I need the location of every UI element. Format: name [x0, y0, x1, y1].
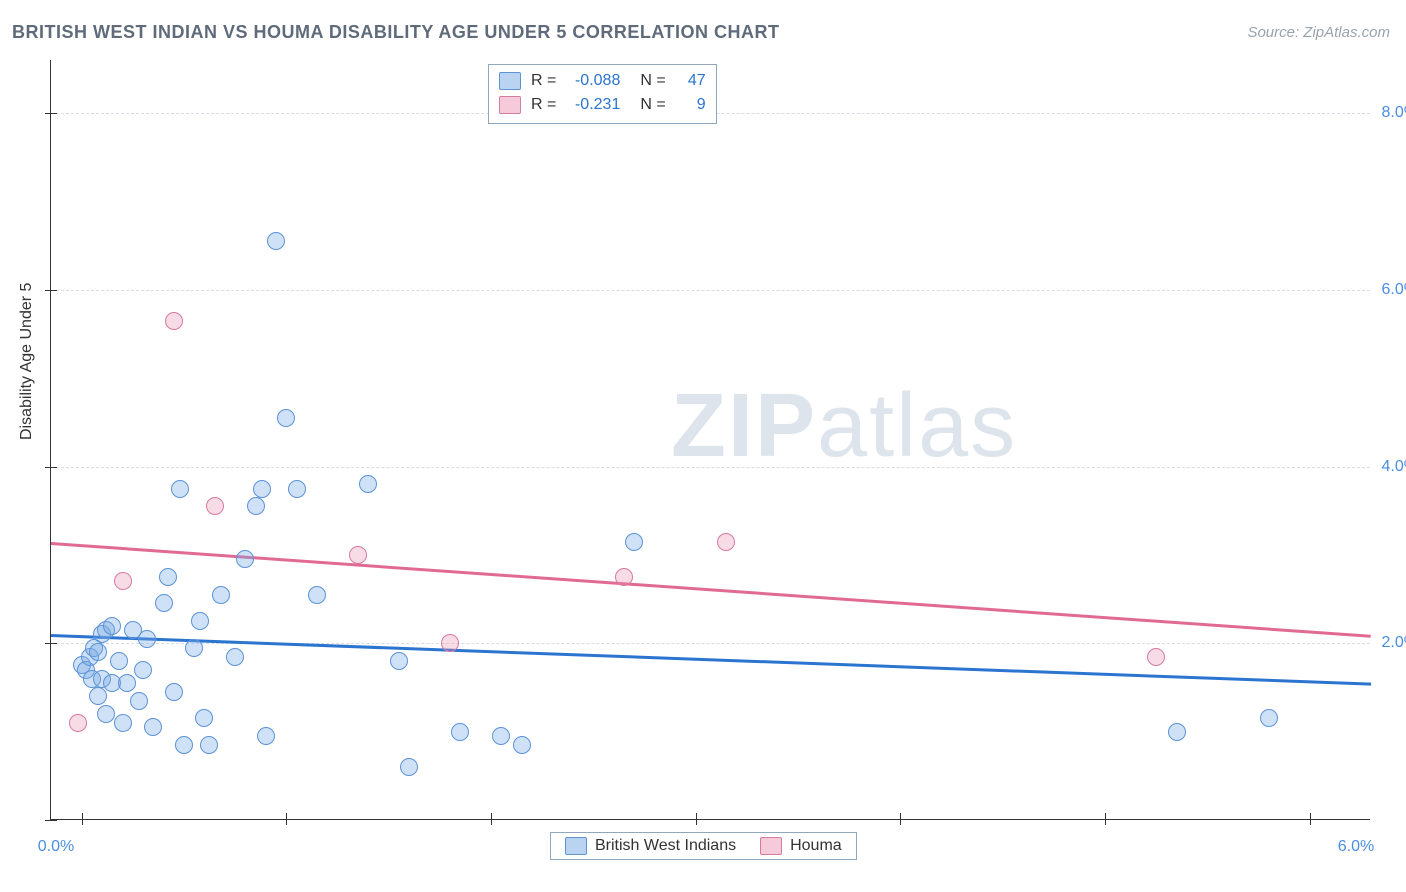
data-point-houma — [114, 572, 132, 590]
data-point-bwi — [400, 758, 418, 776]
plot-area: ZIPatlas 2.0%4.0%6.0%8.0% — [50, 60, 1370, 820]
data-point-houma — [206, 497, 224, 515]
y-tick — [45, 290, 57, 291]
r-label: R = — [531, 96, 556, 114]
data-point-bwi — [253, 480, 271, 498]
data-point-bwi — [247, 497, 265, 515]
x-tick — [696, 813, 697, 825]
x-tick — [1310, 813, 1311, 825]
gridline-h — [51, 467, 1370, 468]
legend-label-houma: Houma — [790, 837, 842, 855]
data-point-bwi — [212, 586, 230, 604]
data-point-bwi — [114, 714, 132, 732]
data-point-bwi — [89, 643, 107, 661]
x-tick — [1105, 813, 1106, 825]
data-point-bwi — [226, 648, 244, 666]
n-value-bwi: 47 — [676, 72, 706, 90]
data-point-bwi — [195, 709, 213, 727]
n-value-houma: 9 — [676, 96, 706, 114]
data-point-houma — [717, 533, 735, 551]
data-point-bwi — [288, 480, 306, 498]
data-point-bwi — [159, 568, 177, 586]
data-point-bwi — [134, 661, 152, 679]
trendline-bwi — [51, 634, 1371, 685]
y-tick-label: 4.0% — [1382, 458, 1406, 476]
n-label: N = — [640, 72, 665, 90]
x-axis-label-max: 6.0% — [1338, 838, 1374, 856]
data-point-bwi — [155, 594, 173, 612]
y-axis-title: Disability Age Under 5 — [18, 283, 36, 440]
y-tick — [45, 643, 57, 644]
data-point-bwi — [308, 586, 326, 604]
n-label: N = — [640, 96, 665, 114]
data-point-bwi — [390, 652, 408, 670]
y-tick-label: 8.0% — [1382, 104, 1406, 122]
data-point-bwi — [191, 612, 209, 630]
swatch-bwi-icon — [565, 837, 587, 855]
data-point-bwi — [277, 409, 295, 427]
data-point-bwi — [185, 639, 203, 657]
data-point-bwi — [200, 736, 218, 754]
data-point-bwi — [110, 652, 128, 670]
r-value-houma: -0.231 — [566, 96, 620, 114]
x-axis-label-min: 0.0% — [38, 838, 74, 856]
watermark-atlas: atlas — [817, 376, 1017, 476]
data-point-bwi — [130, 692, 148, 710]
y-tick — [45, 820, 57, 821]
gridline-h — [51, 290, 1370, 291]
swatch-bwi-icon — [499, 72, 521, 90]
data-point-bwi — [118, 674, 136, 692]
watermark-zip: ZIP — [671, 376, 817, 476]
source-attribution: Source: ZipAtlas.com — [1247, 24, 1390, 41]
data-point-houma — [349, 546, 367, 564]
swatch-houma-icon — [499, 96, 521, 114]
y-tick — [45, 113, 57, 114]
correlation-stats-box: R = -0.088 N = 47 R = -0.231 N = 9 — [488, 64, 717, 124]
data-point-bwi — [165, 683, 183, 701]
data-point-bwi — [236, 550, 254, 568]
x-tick — [491, 813, 492, 825]
data-point-houma — [1147, 648, 1165, 666]
r-label: R = — [531, 72, 556, 90]
legend-item-houma: Houma — [760, 837, 842, 855]
data-point-bwi — [175, 736, 193, 754]
data-point-bwi — [144, 718, 162, 736]
swatch-houma-icon — [760, 837, 782, 855]
data-point-houma — [165, 312, 183, 330]
x-tick — [82, 813, 83, 825]
data-point-bwi — [138, 630, 156, 648]
data-point-houma — [69, 714, 87, 732]
y-tick-label: 6.0% — [1382, 281, 1406, 299]
data-point-houma — [441, 634, 459, 652]
data-point-bwi — [451, 723, 469, 741]
data-point-bwi — [97, 705, 115, 723]
x-tick — [900, 813, 901, 825]
r-value-bwi: -0.088 — [566, 72, 620, 90]
data-point-bwi — [359, 475, 377, 493]
y-tick-label: 2.0% — [1382, 634, 1406, 652]
data-point-bwi — [257, 727, 275, 745]
data-point-bwi — [492, 727, 510, 745]
x-tick — [286, 813, 287, 825]
stats-row-houma: R = -0.231 N = 9 — [499, 93, 706, 117]
watermark: ZIPatlas — [671, 375, 1017, 478]
legend-item-bwi: British West Indians — [565, 837, 736, 855]
chart-title: BRITISH WEST INDIAN VS HOUMA DISABILITY … — [12, 22, 780, 43]
data-point-bwi — [1260, 709, 1278, 727]
data-point-bwi — [103, 617, 121, 635]
legend: British West Indians Houma — [550, 832, 857, 860]
stats-row-bwi: R = -0.088 N = 47 — [499, 69, 706, 93]
data-point-bwi — [625, 533, 643, 551]
data-point-bwi — [171, 480, 189, 498]
data-point-bwi — [1168, 723, 1186, 741]
y-tick — [45, 467, 57, 468]
legend-label-bwi: British West Indians — [595, 837, 736, 855]
data-point-bwi — [267, 232, 285, 250]
data-point-houma — [615, 568, 633, 586]
data-point-bwi — [513, 736, 531, 754]
data-point-bwi — [89, 687, 107, 705]
